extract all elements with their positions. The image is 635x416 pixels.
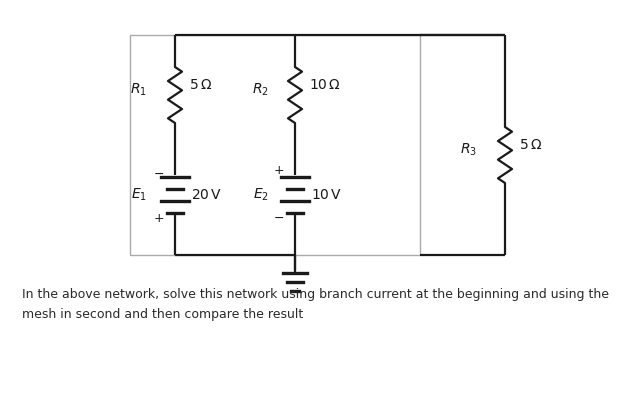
Text: $+$: $+$	[274, 164, 284, 178]
Text: $-$: $-$	[274, 210, 284, 223]
Text: $20\,\mathrm{V}$: $20\,\mathrm{V}$	[191, 188, 222, 202]
Text: $10\,\Omega$: $10\,\Omega$	[309, 78, 341, 92]
Text: $E_1$: $E_1$	[131, 187, 147, 203]
Text: $5\,\Omega$: $5\,\Omega$	[519, 138, 542, 152]
Text: $E_2$: $E_2$	[253, 187, 269, 203]
Text: $R_1$: $R_1$	[130, 82, 147, 98]
Text: $R_3$: $R_3$	[460, 142, 477, 158]
Text: $+$: $+$	[154, 213, 164, 225]
Text: $R_2$: $R_2$	[252, 82, 269, 98]
Text: mesh in second and then compare the result: mesh in second and then compare the resu…	[22, 308, 304, 321]
Text: In the above network, solve this network using branch current at the beginning a: In the above network, solve this network…	[22, 288, 609, 301]
Text: $-$: $-$	[154, 166, 164, 179]
Text: $5\,\Omega$: $5\,\Omega$	[189, 78, 212, 92]
Bar	[130, 35, 420, 255]
Text: $10\,\mathrm{V}$: $10\,\mathrm{V}$	[311, 188, 342, 202]
